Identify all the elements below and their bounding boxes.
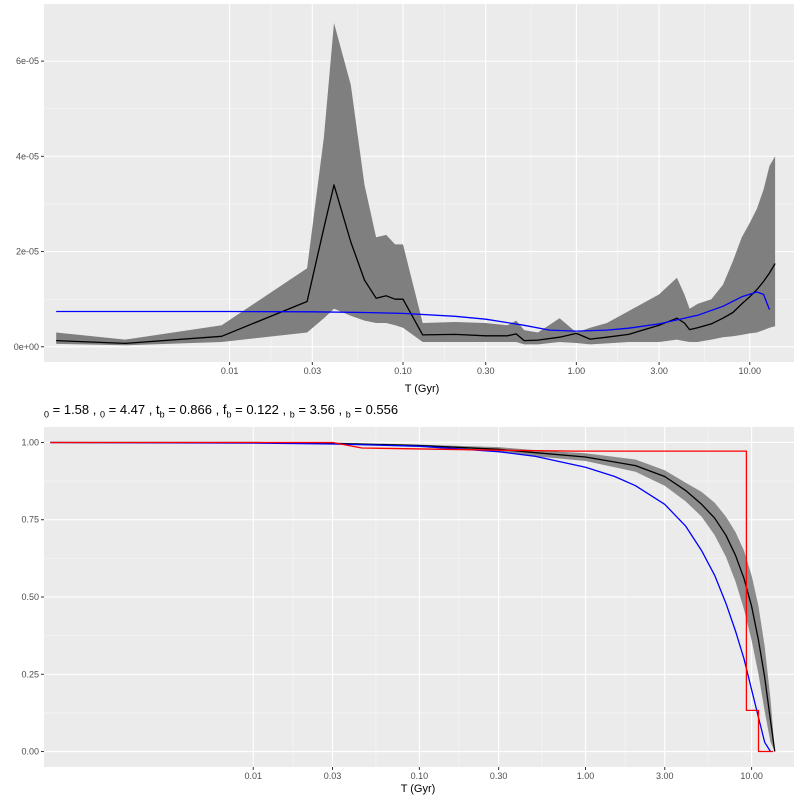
bottom-y-axis: 0.00 0.25 0.50 0.75 1.00 — [21, 437, 44, 757]
param-item: b = 0.556 — [345, 402, 399, 420]
x-tick-label: 3.00 — [650, 366, 668, 376]
x-tick-label: 0.03 — [324, 771, 342, 781]
param-item: b = 3.56 , — [289, 402, 346, 420]
x-tick-label: 1.00 — [568, 366, 586, 376]
x-tick-label: 0.10 — [394, 366, 412, 376]
bottom-x-axis: 0.01 0.03 0.10 0.30 1.00 3.00 10.00 — [244, 767, 763, 781]
x-tick-label: 0.03 — [304, 366, 322, 376]
black-median-line — [56, 184, 776, 345]
blue-model-line — [56, 291, 771, 332]
top-x-axis-label: T (Gyr) — [405, 383, 440, 395]
x-tick-label: 0.30 — [477, 366, 495, 376]
x-tick-label: 0.30 — [490, 771, 508, 781]
y-tick-label: 0.00 — [21, 747, 39, 757]
bottom-series-lines — [50, 441, 776, 753]
blue-model-line — [50, 441, 772, 752]
top-x-axis: 0.01 0.03 0.10 0.30 1.00 3.00 10.00 — [221, 362, 761, 376]
x-tick-label: 10.00 — [740, 771, 763, 781]
y-tick-label: 1.00 — [21, 437, 39, 447]
bottom-x-axis-label: T (Gyr) — [401, 783, 436, 795]
y-tick-label: 4e-05 — [16, 151, 39, 161]
x-tick-label: 0.10 — [411, 771, 429, 781]
param-item: fb = 0.122 , — [222, 402, 290, 420]
y-tick-label: 6e-05 — [16, 56, 39, 66]
x-tick-label: 3.00 — [656, 771, 674, 781]
y-tick-label: 0e+00 — [14, 342, 39, 352]
x-tick-label: 1.00 — [577, 771, 595, 781]
y-tick-label: 0.50 — [21, 592, 39, 602]
x-tick-label: 0.01 — [221, 366, 239, 376]
param-item: 0 = 1.58 , — [44, 402, 100, 420]
y-tick-label: 0.25 — [21, 669, 39, 679]
top-y-axis: 0e+00 2e-05 4e-05 6e-05 — [14, 56, 44, 352]
red-step-line — [50, 441, 774, 753]
y-tick-label: 2e-05 — [16, 247, 39, 257]
parameter-summary: 0 = 1.58 , 0 = 4.47 , tb = 0.866 , fb = … — [44, 402, 398, 420]
param-item: tb = 0.866 , — [156, 402, 223, 420]
y-tick-label: 0.75 — [21, 515, 39, 525]
param-item: 0 = 4.47 , — [100, 402, 156, 420]
top-series-lines — [56, 184, 776, 345]
black-median-line — [50, 441, 776, 752]
x-tick-label: 0.01 — [244, 771, 262, 781]
x-tick-label: 10.00 — [738, 366, 761, 376]
